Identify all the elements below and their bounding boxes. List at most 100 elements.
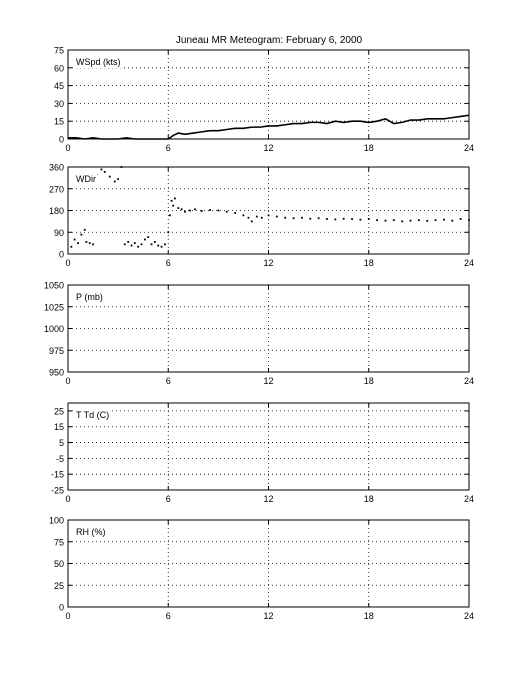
panel-label: RH (%) <box>76 527 106 537</box>
data-point <box>367 218 370 220</box>
data-point <box>160 245 163 248</box>
y-tick-label: 25 <box>54 581 64 591</box>
data-point <box>284 216 287 219</box>
data-point <box>434 219 437 222</box>
data-point <box>177 207 180 209</box>
wind-speed-panel: 0 15 30 45 60 75 0 6 12 18 24 WSpd (kts) <box>54 46 474 154</box>
y-tick-label: 5 <box>59 438 64 448</box>
data-point <box>250 220 253 223</box>
data-point <box>417 219 420 222</box>
data-point <box>147 236 150 238</box>
data-point <box>234 212 236 214</box>
data-point <box>133 242 136 245</box>
data-point <box>451 219 454 222</box>
axes-frame <box>67 402 470 491</box>
y-tick-label: 90 <box>54 228 64 238</box>
data-point <box>225 210 228 213</box>
y-tick-label: 1025 <box>44 302 64 312</box>
data-point <box>184 210 186 213</box>
data-point <box>103 170 106 173</box>
data-point <box>83 228 86 231</box>
x-tick-label: 18 <box>364 494 374 504</box>
data-point <box>157 244 160 247</box>
data-point <box>217 209 220 212</box>
y-tick-label: 75 <box>54 537 64 547</box>
wind-direction-panel: 0 90 180 270 360 0 6 12 18 24 WDir <box>49 163 474 269</box>
data-point <box>309 217 312 220</box>
relative-humidity-panel: 0 25 50 75 100 0 6 12 18 24 RH (%) <box>49 516 474 622</box>
data-point <box>130 244 133 247</box>
data-point <box>255 215 258 218</box>
y-tick-label: 0 <box>59 603 64 613</box>
y-tick-label: 1000 <box>44 324 64 334</box>
data-point <box>180 208 183 211</box>
data-point <box>80 233 83 236</box>
data-point <box>242 214 245 217</box>
x-tick-label: 6 <box>166 494 171 504</box>
y-tick-label: 60 <box>54 63 64 73</box>
data-point <box>459 218 462 220</box>
x-tick-label: 12 <box>263 143 273 153</box>
x-tick-label: 24 <box>464 143 474 153</box>
data-point <box>317 217 320 220</box>
data-point <box>426 219 429 222</box>
data-point <box>409 219 412 222</box>
data-point <box>140 243 143 246</box>
data-point <box>77 242 79 245</box>
data-point <box>170 199 173 202</box>
panel-label: P (mb) <box>76 292 103 302</box>
x-tick-label: 24 <box>464 611 474 621</box>
y-tick-label: 50 <box>54 559 64 569</box>
x-tick-label: 6 <box>166 611 171 621</box>
data-point <box>334 218 337 221</box>
y-tick-label: 15 <box>54 422 64 432</box>
x-tick-label: 24 <box>464 376 474 386</box>
pressure-panel: 950 975 1000 1025 1050 0 6 12 18 24 P (mb) <box>44 281 474 387</box>
chart-title: Juneau MR Meteogram: February 6, 2000 <box>176 35 363 46</box>
data-point <box>167 231 170 234</box>
panel-label-background <box>75 291 104 303</box>
data-point <box>127 241 130 243</box>
data-point <box>392 219 395 222</box>
y-tick-label: -5 <box>56 454 64 464</box>
panel-label-background <box>75 409 111 421</box>
panel-label-background <box>75 173 97 185</box>
panel-label-background <box>75 56 122 68</box>
x-tick-label: 24 <box>464 494 474 504</box>
data-point <box>117 178 120 180</box>
y-tick-label: 0 <box>59 250 64 260</box>
data-point <box>88 242 91 245</box>
panel-label: T Td (C) <box>76 410 109 420</box>
data-point <box>260 216 263 219</box>
data-point <box>326 218 328 220</box>
data-point <box>209 209 211 211</box>
y-tick-label: -15 <box>51 470 64 480</box>
data-point <box>292 217 295 220</box>
data-point <box>85 241 88 243</box>
y-tick-label: -25 <box>51 486 64 496</box>
data-point <box>275 215 278 218</box>
data-point <box>137 245 140 248</box>
data-point <box>169 214 171 217</box>
data-point <box>194 208 196 211</box>
x-tick-label: 0 <box>65 143 70 153</box>
x-tick-label: 6 <box>166 143 171 153</box>
y-tick-label: 100 <box>49 516 64 526</box>
y-tick-label: 0 <box>59 135 64 145</box>
x-tick-label: 0 <box>65 611 70 621</box>
data-point <box>70 245 73 248</box>
y-tick-label: 75 <box>54 46 64 56</box>
data-point <box>443 218 445 221</box>
data-point <box>143 238 146 241</box>
y-tick-label: 25 <box>54 406 64 416</box>
x-tick-label: 12 <box>263 611 273 621</box>
data-point <box>401 220 404 223</box>
data-point <box>189 209 191 212</box>
y-tick-label: 30 <box>54 99 64 109</box>
data-point <box>108 175 111 178</box>
y-tick-label: 45 <box>54 81 64 91</box>
x-tick-label: 18 <box>364 143 374 153</box>
y-tick-label: 180 <box>49 206 64 216</box>
y-tick-label: 950 <box>49 368 64 378</box>
